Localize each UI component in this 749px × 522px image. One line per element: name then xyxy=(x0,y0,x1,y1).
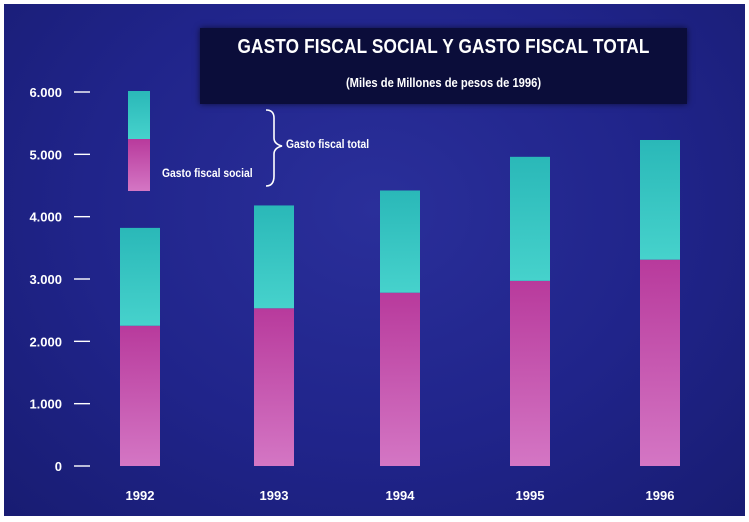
x-tick-label: 1996 xyxy=(646,488,675,503)
bar-social-1994 xyxy=(380,292,420,466)
y-tick-label: 6.000 xyxy=(29,85,62,100)
bar-total-1993 xyxy=(254,205,294,309)
chart-panel: 0 1.000 2.000 3.000 4.000 5.000 6.000 1992 1993… xyxy=(4,4,745,516)
bar-total-1992 xyxy=(120,227,160,326)
x-tick-label: 1995 xyxy=(516,488,545,503)
legend-swatch-total xyxy=(128,91,150,139)
bar-total-1995 xyxy=(510,156,550,281)
legend-brace xyxy=(265,109,283,187)
y-tick-label: 1.000 xyxy=(29,397,62,412)
bar-social-1992 xyxy=(120,325,160,466)
x-tick-label: 1994 xyxy=(386,488,416,503)
legend-label-total: Gasto fiscal total xyxy=(286,137,370,151)
bar-total-1996 xyxy=(640,139,680,260)
bar-social-1996 xyxy=(640,259,680,466)
y-tick-label: 4.000 xyxy=(29,210,62,225)
legend xyxy=(128,91,283,191)
bar-social-1995 xyxy=(510,280,550,466)
x-tick-label: 1993 xyxy=(260,488,289,503)
legend-swatch-social xyxy=(128,139,150,191)
y-tick-label: 0 xyxy=(55,459,62,474)
bars xyxy=(120,139,680,466)
chart-svg: 0 1.000 2.000 3.000 4.000 5.000 6.000 1992 1993… xyxy=(29,85,680,503)
chart-subtitle: (Miles de Millones de pesos de 1996) xyxy=(345,75,542,90)
x-axis-labels: 1992 1993 1994 1995 1996 xyxy=(126,488,675,503)
title-box: GASTO FISCAL SOCIAL Y GASTO FISCAL TOTAL… xyxy=(200,28,687,104)
bar-social-1993 xyxy=(254,308,294,466)
bar-total-1994 xyxy=(380,190,420,293)
x-tick-label: 1992 xyxy=(126,488,155,503)
y-tick-label: 2.000 xyxy=(29,334,62,349)
y-tick-label: 5.000 xyxy=(29,147,62,162)
y-tick-label: 3.000 xyxy=(29,272,62,287)
y-axis: 0 1.000 2.000 3.000 4.000 5.000 6.000 xyxy=(29,85,90,474)
chart-title: GASTO FISCAL SOCIAL Y GASTO FISCAL TOTAL xyxy=(237,36,650,58)
legend-label-social: Gasto fiscal social xyxy=(162,166,253,180)
